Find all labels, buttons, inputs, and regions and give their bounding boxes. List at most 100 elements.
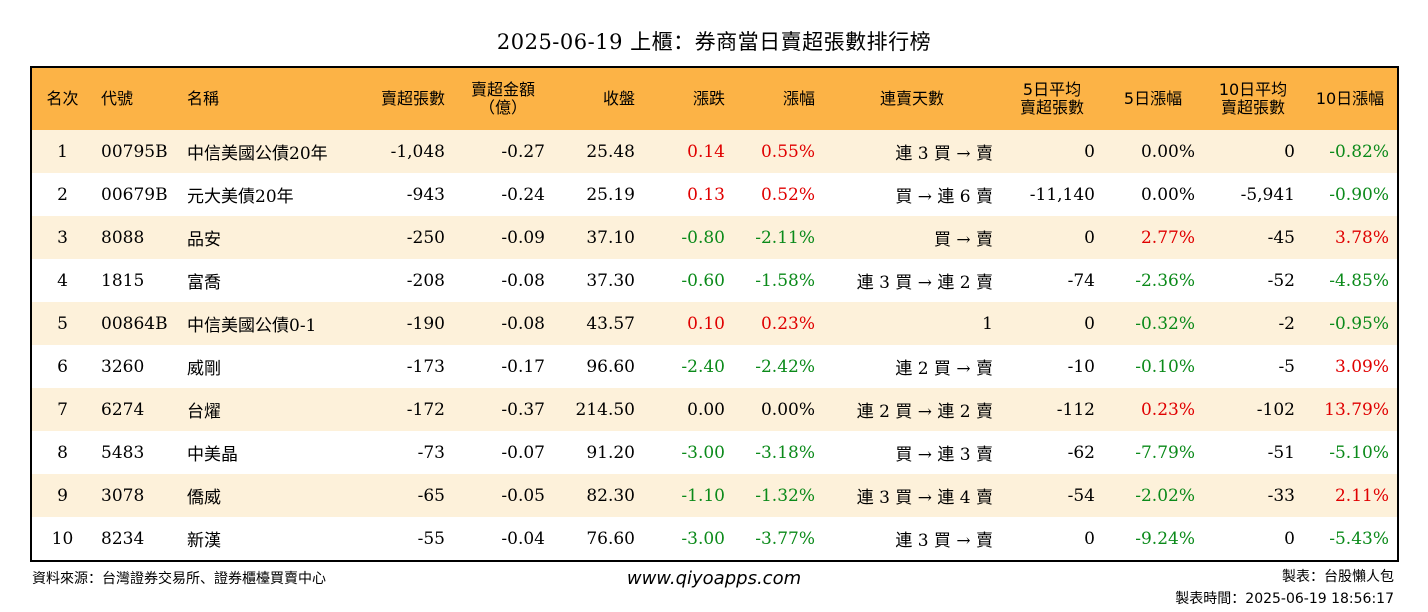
cell-avg10: -33 xyxy=(1203,474,1303,517)
cell-sell-amount: -0.04 xyxy=(453,517,553,561)
cell-pct10: -0.90% xyxy=(1303,173,1398,216)
cell-streak: 連 2 買 → 連 2 賣 xyxy=(823,388,1001,431)
cell-avg10: -45 xyxy=(1203,216,1303,259)
cell-change: -0.60 xyxy=(643,259,733,302)
cell-rank: 1 xyxy=(31,130,93,173)
page-title: 2025-06-19 上櫃：券商當日賣超張數排行榜 xyxy=(496,30,932,54)
cell-close: 82.30 xyxy=(553,474,643,517)
cell-close: 37.30 xyxy=(553,259,643,302)
cell-close: 76.60 xyxy=(553,517,643,561)
header-streak: 連賣天數 xyxy=(823,67,1001,130)
table-row: 9 3078 僑威 -65 -0.05 82.30 -1.10 -1.32% 連 3 買 → 連… xyxy=(31,474,1398,517)
cell-change: 0.10 xyxy=(643,302,733,345)
cell-code: 3260 xyxy=(93,345,179,388)
header-pct10: 10日漲幅 xyxy=(1303,67,1398,130)
table-row: 6 3260 威剛 -173 -0.17 96.60 -2.40 -2.42% 連 2 買 → … xyxy=(31,345,1398,388)
header-avg5-line2: 賣超張數 xyxy=(1019,98,1084,117)
cell-close: 37.10 xyxy=(553,216,643,259)
header-avg5: 5日平均 賣超張數 xyxy=(1001,67,1103,130)
cell-avg5: 0 xyxy=(1001,130,1103,173)
cell-code: 3078 xyxy=(93,474,179,517)
cell-name: 元大美債20年 xyxy=(179,173,349,216)
header-code: 代號 xyxy=(93,67,179,130)
cell-change-pct: -1.32% xyxy=(733,474,823,517)
cell-change-pct: 0.00% xyxy=(733,388,823,431)
cell-change-pct: 0.23% xyxy=(733,302,823,345)
cell-rank: 3 xyxy=(31,216,93,259)
cell-sell-lots: -173 xyxy=(349,345,453,388)
cell-pct5: -9.24% xyxy=(1103,517,1203,561)
cell-avg5: -112 xyxy=(1001,388,1103,431)
table-row: 3 8088 品安 -250 -0.09 37.10 -0.80 -2.11% 買 → 賣 0 2.… xyxy=(31,216,1398,259)
cell-change: 0.00 xyxy=(643,388,733,431)
cell-rank: 8 xyxy=(31,431,93,474)
cell-sell-lots: -190 xyxy=(349,302,453,345)
cell-avg5: 0 xyxy=(1001,302,1103,345)
cell-avg10: -5 xyxy=(1203,345,1303,388)
cell-code: 8234 xyxy=(93,517,179,561)
cell-rank: 9 xyxy=(31,474,93,517)
cell-avg5: -54 xyxy=(1001,474,1103,517)
cell-avg10: 0 xyxy=(1203,130,1303,173)
cell-rank: 5 xyxy=(31,302,93,345)
cell-change: 0.13 xyxy=(643,173,733,216)
cell-sell-amount: -0.27 xyxy=(453,130,553,173)
cell-sell-amount: -0.09 xyxy=(453,216,553,259)
table-row: 7 6274 台燿 -172 -0.37 214.50 0.00 0.00% 連 2 買 → 連… xyxy=(31,388,1398,431)
made-time: 製表時間：2025-06-19 18:56:17 xyxy=(1175,591,1394,607)
cell-rank: 7 xyxy=(31,388,93,431)
cell-sell-amount: -0.08 xyxy=(453,259,553,302)
cell-pct5: 0.23% xyxy=(1103,388,1203,431)
cell-avg5: -62 xyxy=(1001,431,1103,474)
header-sell-lots: 賣超張數 xyxy=(349,67,453,130)
cell-name: 新漢 xyxy=(179,517,349,561)
cell-avg10: 0 xyxy=(1203,517,1303,561)
cell-pct5: -0.32% xyxy=(1103,302,1203,345)
cell-streak: 連 3 買 → 連 2 賣 xyxy=(823,259,1001,302)
header-avg10-line1: 10日平均 xyxy=(1218,80,1288,99)
cell-close: 25.48 xyxy=(553,130,643,173)
cell-sell-lots: -1,048 xyxy=(349,130,453,173)
cell-avg10: -102 xyxy=(1203,388,1303,431)
cell-code: 00795B xyxy=(93,130,179,173)
cell-sell-lots: -65 xyxy=(349,474,453,517)
cell-change-pct: -2.11% xyxy=(733,216,823,259)
cell-close: 91.20 xyxy=(553,431,643,474)
header-pct5: 5日漲幅 xyxy=(1103,67,1203,130)
cell-change-pct: -3.18% xyxy=(733,431,823,474)
cell-code: 1815 xyxy=(93,259,179,302)
header-name: 名稱 xyxy=(179,67,349,130)
cell-name: 威剛 xyxy=(179,345,349,388)
cell-rank: 6 xyxy=(31,345,93,388)
cell-pct5: 0.00% xyxy=(1103,173,1203,216)
cell-pct5: 2.77% xyxy=(1103,216,1203,259)
table-body: 1 00795B 中信美國公債20年 -1,048 -0.27 25.48 0.14 0.55… xyxy=(31,130,1398,561)
cell-name: 中美晶 xyxy=(179,431,349,474)
cell-sell-lots: -943 xyxy=(349,173,453,216)
cell-pct5: -2.02% xyxy=(1103,474,1203,517)
cell-avg5: -74 xyxy=(1001,259,1103,302)
cell-sell-amount: -0.07 xyxy=(453,431,553,474)
table-row: 5 00864B 中信美國公債0-1 -190 -0.08 43.57 0.10 0.23% 1… xyxy=(31,302,1398,345)
header-sell-amount: 賣超金額 （億） xyxy=(453,67,553,130)
cell-name: 台燿 xyxy=(179,388,349,431)
cell-streak: 買 → 連 6 賣 xyxy=(823,173,1001,216)
cell-sell-lots: -172 xyxy=(349,388,453,431)
cell-pct10: 3.09% xyxy=(1303,345,1398,388)
cell-streak: 連 3 買 → 連 4 賣 xyxy=(823,474,1001,517)
cell-avg5: -10 xyxy=(1001,345,1103,388)
cell-pct5: -7.79% xyxy=(1103,431,1203,474)
cell-change-pct: 0.55% xyxy=(733,130,823,173)
cell-sell-amount: -0.17 xyxy=(453,345,553,388)
cell-change: 0.14 xyxy=(643,130,733,173)
website-link[interactable]: www.qiyoapps.com xyxy=(626,568,802,589)
maker-info: 製表：台股懶人包 製表時間：2025-06-19 18:56:17 xyxy=(1175,566,1394,610)
cell-sell-lots: -208 xyxy=(349,259,453,302)
cell-change: -0.80 xyxy=(643,216,733,259)
cell-close: 214.50 xyxy=(553,388,643,431)
cell-code: 00864B xyxy=(93,302,179,345)
header-rank: 名次 xyxy=(31,67,93,130)
cell-change-pct: 0.52% xyxy=(733,173,823,216)
cell-code: 6274 xyxy=(93,388,179,431)
ranking-table: 名次 代號 名稱 賣超張數 賣超金額 （億） 收盤 漲跌 漲幅 連賣天數 5日平… xyxy=(30,66,1399,562)
